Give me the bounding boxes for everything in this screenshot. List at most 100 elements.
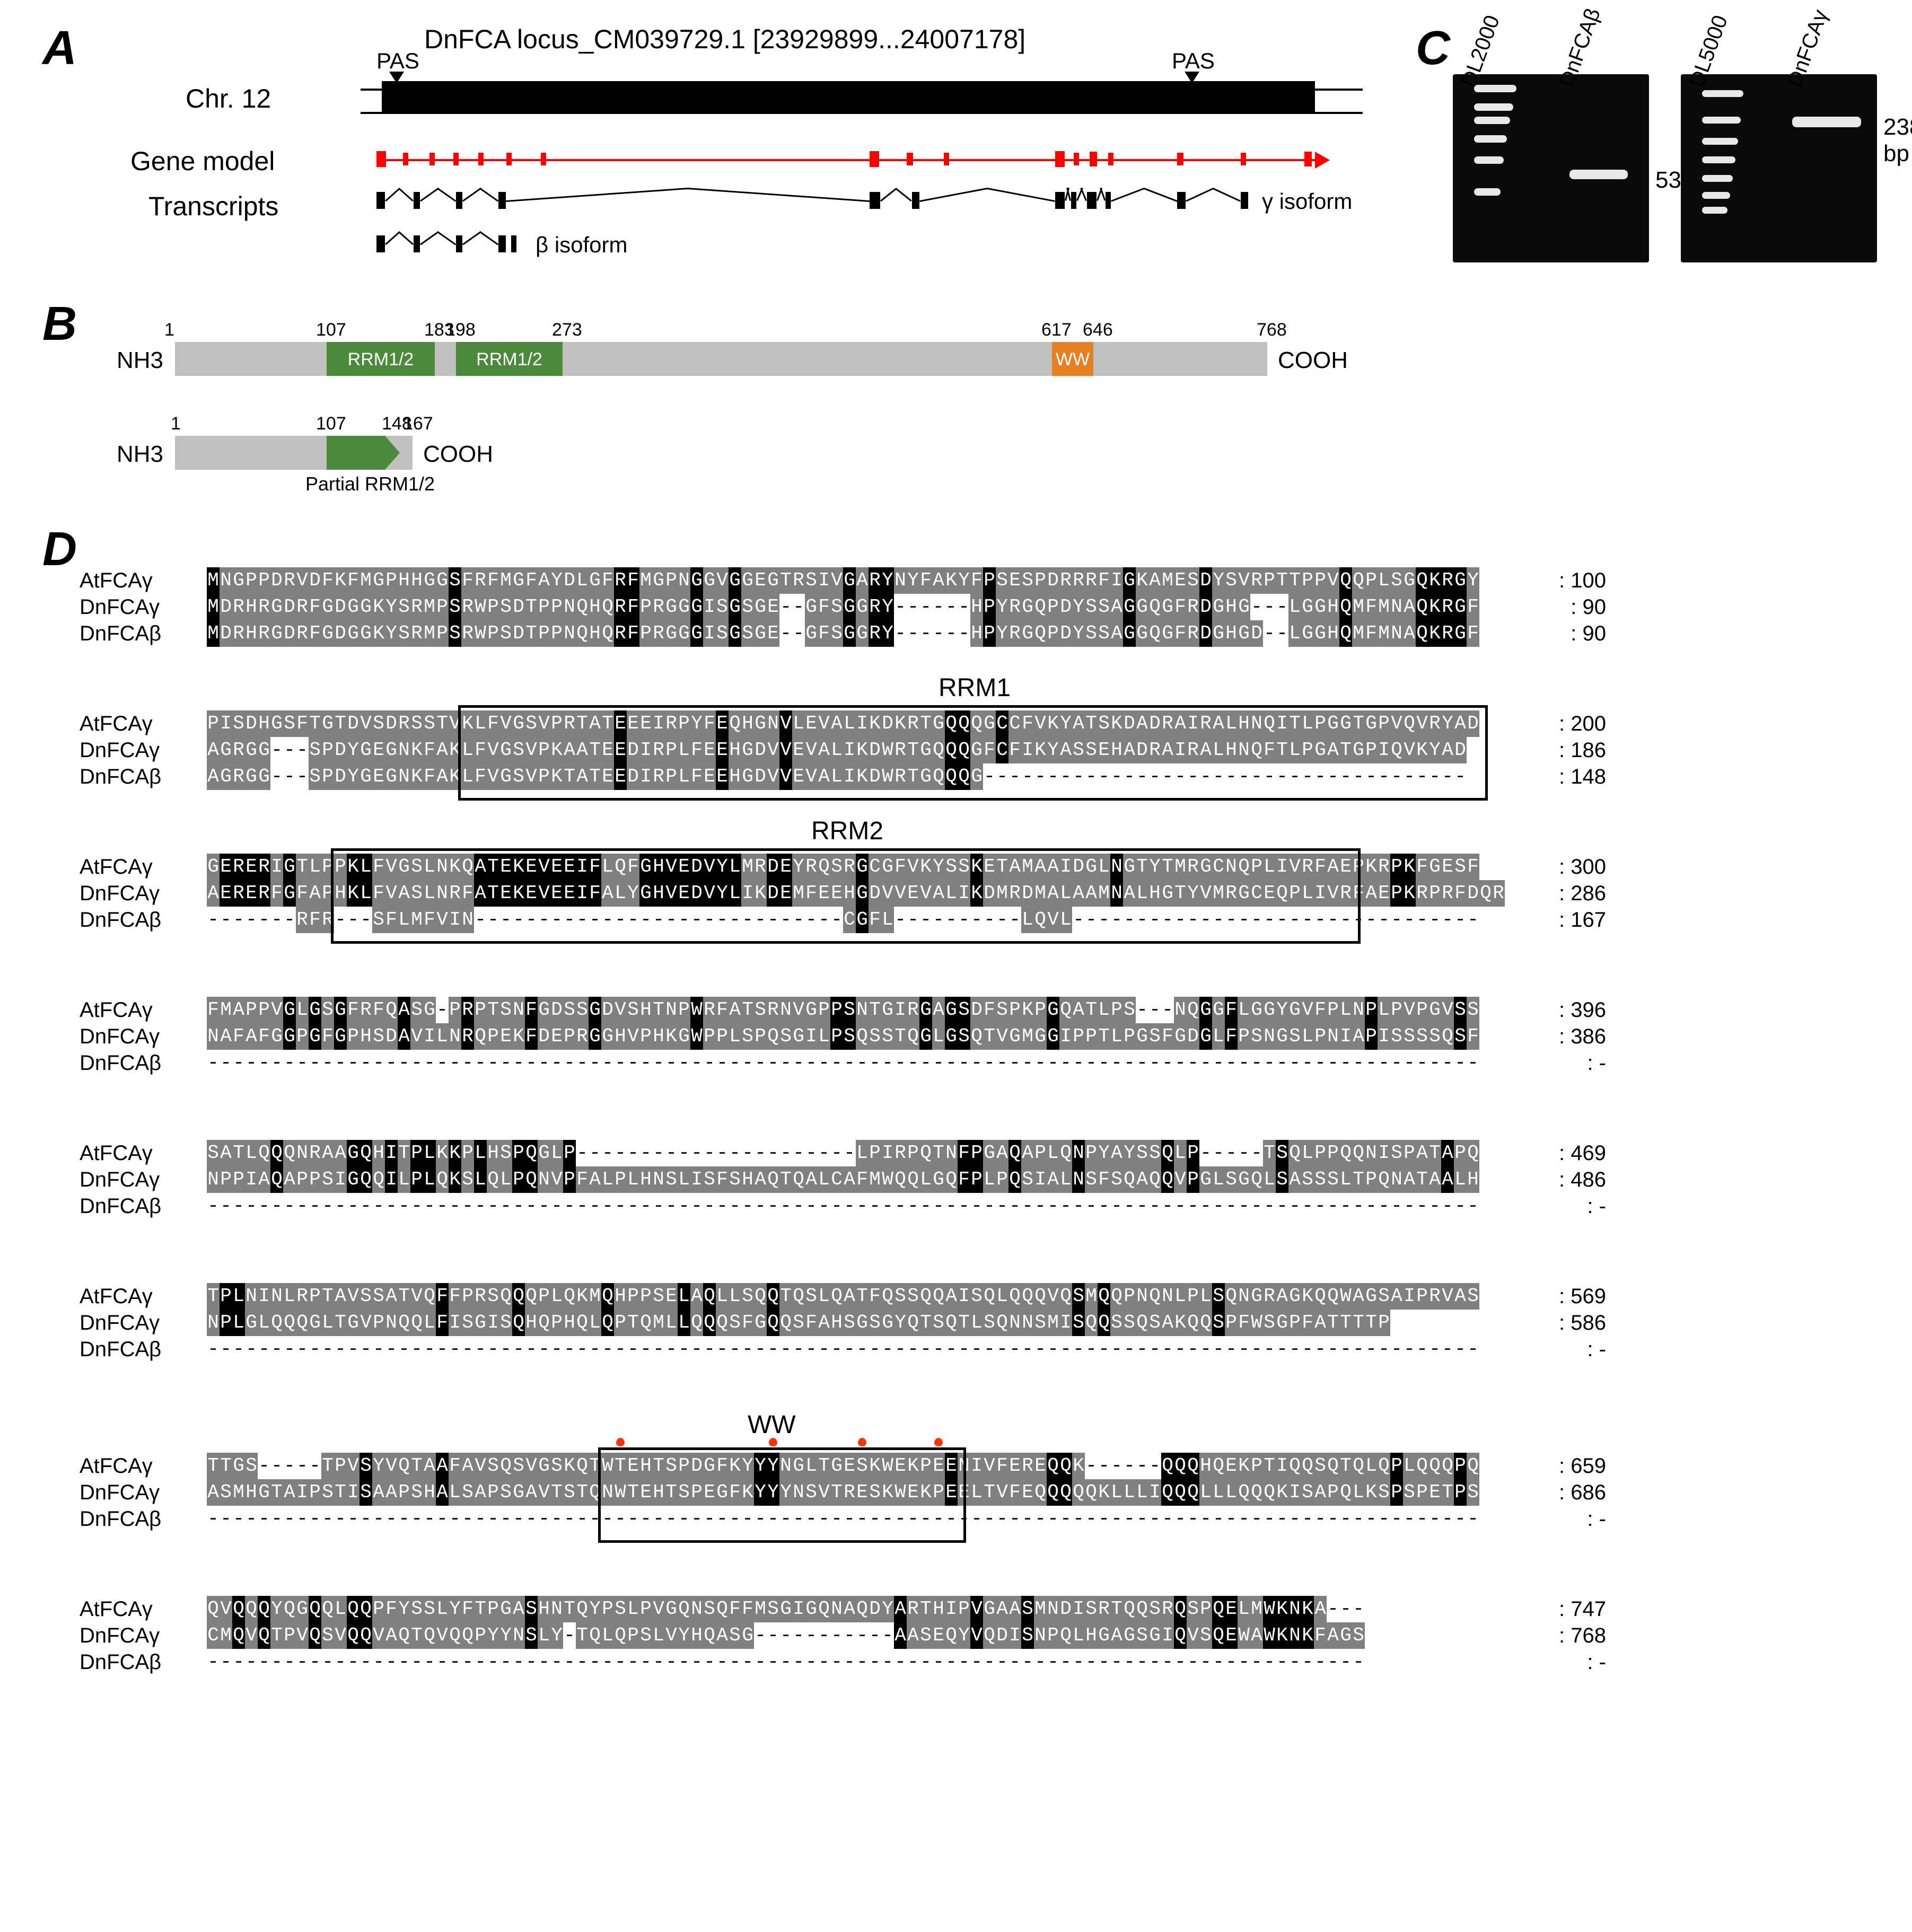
gamma-isoform-label: γ isoform bbox=[1262, 189, 1352, 214]
intron-line bbox=[1143, 188, 1177, 202]
ladder-band bbox=[1474, 117, 1510, 124]
coord-number: 167 bbox=[403, 414, 433, 434]
ww-red-dot bbox=[616, 1438, 625, 1446]
figure-root: ABCDDnFCA locus_CM039729.1 [23929899...2… bbox=[11, 11, 1901, 1921]
intron-line bbox=[398, 188, 414, 201]
ladder-band bbox=[1474, 103, 1513, 111]
pas-marker-2 bbox=[1185, 72, 1199, 83]
panel-label-b: B bbox=[42, 297, 77, 352]
gene-exon bbox=[506, 153, 512, 165]
gene-exon bbox=[1241, 153, 1246, 165]
intron-line bbox=[895, 188, 912, 201]
pcr-band-beta bbox=[1569, 170, 1628, 179]
gel-size-label: 2382 bp bbox=[1883, 114, 1912, 167]
gene-exon bbox=[944, 153, 949, 165]
coord-number: 198 bbox=[445, 320, 476, 340]
ladder-band bbox=[1702, 90, 1743, 97]
intron-line bbox=[385, 188, 400, 201]
transcript-exon bbox=[1055, 192, 1065, 209]
partial-rrm-domain bbox=[327, 436, 385, 470]
transcript-exon bbox=[870, 192, 880, 209]
domain-box bbox=[458, 705, 1488, 801]
alignment-names: AtFCAγ DnFCAγ DnFCAβ bbox=[80, 997, 161, 1076]
domain-title: RRM2 bbox=[811, 816, 883, 846]
gene-exon bbox=[429, 153, 435, 165]
gene-exon bbox=[1177, 153, 1183, 165]
ladder-band bbox=[1702, 156, 1735, 163]
alignment-names: AtFCAγ DnFCAγ DnFCAβ bbox=[80, 1596, 161, 1675]
gene-model-line bbox=[376, 159, 1315, 161]
gene-exon bbox=[478, 153, 484, 165]
beta-isoform-label: β isoform bbox=[536, 232, 628, 258]
ladder-band bbox=[1474, 188, 1501, 196]
gene-exon bbox=[541, 153, 546, 165]
ladder-band bbox=[1702, 192, 1730, 199]
chr-region bbox=[382, 81, 1315, 113]
transcript-exon bbox=[498, 192, 506, 209]
intron-line bbox=[479, 188, 498, 201]
coord-number: 1 bbox=[164, 320, 174, 340]
coord-number: 273 bbox=[552, 320, 582, 340]
transcript-exon bbox=[1177, 192, 1186, 209]
transcript-exon bbox=[1071, 192, 1076, 209]
pas-label-2: PAS bbox=[1172, 48, 1215, 74]
locus-title: DnFCA locus_CM039729.1 [23929899...24007… bbox=[424, 24, 1025, 55]
domain-box bbox=[598, 1447, 966, 1543]
intron-line bbox=[1100, 188, 1106, 201]
gene-exon bbox=[403, 153, 408, 165]
transcript-exon bbox=[414, 235, 420, 252]
pas-label-1: PAS bbox=[376, 48, 419, 74]
chr-label: Chr. 12 bbox=[186, 83, 271, 114]
intron-line bbox=[462, 231, 481, 245]
ladder-band bbox=[1702, 117, 1741, 124]
coord-number: 107 bbox=[316, 414, 346, 434]
alignment-names: AtFCAγ DnFCAγ DnFCAβ bbox=[80, 710, 161, 790]
transcript-exon bbox=[456, 235, 462, 252]
ww-red-dot bbox=[858, 1438, 866, 1446]
coord-number: 1 bbox=[171, 414, 181, 434]
nh3-label-beta: NH3 bbox=[117, 441, 163, 468]
ladder-band bbox=[1702, 175, 1733, 182]
gel-1 bbox=[1453, 74, 1649, 262]
alignment-block: TPLNINLRPTAVSSATVQFFPRSQQQPLQKMQHPPSELAQ… bbox=[207, 1283, 1479, 1363]
cooh-label: COOH bbox=[1278, 347, 1348, 374]
nh3-label: NH3 bbox=[117, 347, 163, 374]
pcr-band-gamma bbox=[1792, 117, 1861, 127]
alignment-positions: : 396 : 386 : - bbox=[1559, 997, 1606, 1076]
alignment-positions: : 569 : 586 : - bbox=[1559, 1283, 1606, 1363]
alignment-positions: : 469 : 486 : - bbox=[1559, 1140, 1606, 1219]
transcript-exon bbox=[376, 235, 385, 252]
panel-label-d: D bbox=[42, 522, 77, 577]
domain-box bbox=[331, 848, 1361, 944]
intron-line bbox=[880, 188, 897, 201]
alignment-names: AtFCAγ DnFCAγ DnFCAβ bbox=[80, 567, 161, 647]
intron-line bbox=[688, 188, 870, 202]
alignment-block: FMAPPVGLGSGFRFQASG-PRPTSNFGDSSGDVSHTNPWR… bbox=[207, 997, 1479, 1076]
gene-exon bbox=[1090, 152, 1097, 166]
ladder-band bbox=[1702, 138, 1738, 145]
alignment-positions: : 100 : 90 : 90 bbox=[1559, 567, 1606, 647]
transcript-exon bbox=[456, 192, 462, 209]
ww-domain-label: WW bbox=[1052, 349, 1093, 370]
transcript-exon bbox=[1241, 192, 1248, 209]
alignment-block: QVQQQYQGQQLQQPFYSSLYFTPGASHNTQYPSLPVGQNS… bbox=[207, 1596, 1365, 1675]
rrm1-domain-label: RRM1/2 bbox=[327, 349, 435, 370]
gene-exon bbox=[1304, 152, 1312, 166]
alignment-positions: : 659 : 686 : - bbox=[1559, 1453, 1606, 1532]
ladder-band bbox=[1474, 156, 1504, 164]
intron-line bbox=[420, 188, 439, 201]
partial-rrm-label: Partial RRM1/2 bbox=[305, 473, 435, 495]
transcript-exon bbox=[376, 192, 385, 209]
intron-line bbox=[1186, 188, 1214, 202]
alignment-block: MNGPPDRVDFKFMGPHHGGSFRFMGFAYDLGFRFMGPNGG… bbox=[207, 567, 1479, 647]
domain-title: WW bbox=[748, 1410, 796, 1439]
ww-red-dot bbox=[769, 1438, 777, 1446]
partial-rrm-arrow bbox=[385, 436, 400, 470]
panel-label-a: A bbox=[42, 21, 77, 76]
alignment-positions: : 747 : 768 : - bbox=[1559, 1596, 1606, 1675]
gel-2 bbox=[1681, 74, 1877, 262]
intron-line bbox=[1111, 188, 1145, 202]
alignment-positions: : 300 : 286 : 167 bbox=[1559, 854, 1606, 933]
transcript-exon bbox=[414, 192, 420, 209]
pas-marker-1 bbox=[389, 72, 404, 83]
